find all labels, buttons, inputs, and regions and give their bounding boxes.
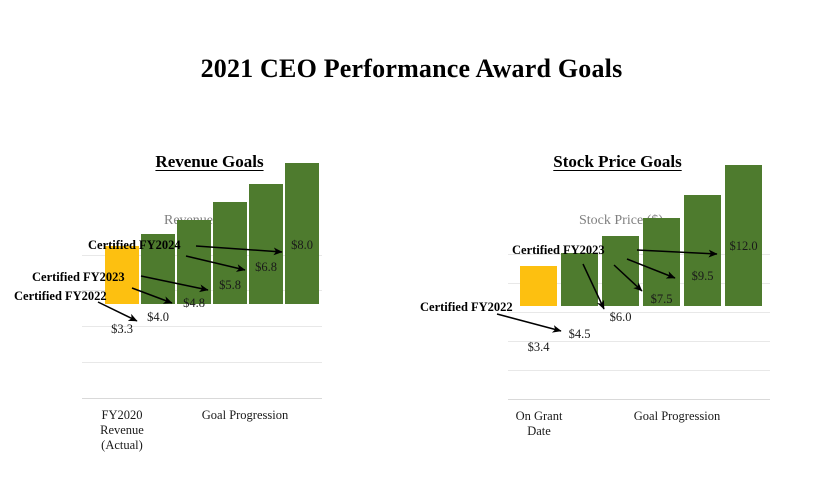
annotation-label-certified-fy2024: Certified FY2024 [88,238,181,252]
axis-baseline [82,398,322,399]
gridline [82,326,322,327]
page-title: 2021 CEO Performance Award Goals [200,54,623,83]
annotation-label-certified-fy2022: Certified FY2022 [14,289,107,303]
bar-stock-5 [684,195,721,306]
bar-value-revenue-5: $6.8 [255,260,277,274]
bar-value-revenue-3: $4.8 [183,296,205,310]
bar-revenue-5 [249,184,283,304]
bar-value-stock-6: $12.0 [729,239,758,253]
bar-value-stock-4: $7.5 [650,292,673,306]
category-label-fy2020-revenue-actual: FY2020 Revenue (Actual) [100,408,144,452]
panel-title-revenue: Revenue Goals [155,152,264,171]
bar-revenue-6 [285,163,319,304]
bar-value-stock-3: $6.0 [609,310,632,324]
bar-value-stock-2: $4.5 [568,327,591,341]
bar-value-revenue-1: $3.3 [111,322,133,336]
gridline [508,370,770,371]
gridline [82,362,322,363]
bar-value-stock-5: $9.5 [691,269,714,283]
annotation-label-certified-fy2022: Certified FY2022 [420,300,513,314]
bar-stock-2 [561,253,598,306]
axis-baseline [508,399,770,400]
gridline [508,341,770,342]
category-label-on-grant-date: On Grant Date [515,409,563,438]
bar-value-stock-1: $3.4 [527,340,550,354]
bar-stock-1 [520,266,557,306]
plot-area-revenue [0,0,411,398]
annotation-label-certified-fy2023: Certified FY2023 [512,243,605,257]
category-label-goal-progression: Goal Progression [633,409,721,423]
panel-title-stock: Stock Price Goals [553,152,682,171]
plot-area-stock [412,0,823,399]
bar-revenue-3 [177,220,211,304]
category-label-goal-progression: Goal Progression [201,408,289,422]
axis-title-stock: Stock Price ($) [579,213,663,228]
bar-stock-3 [602,236,639,306]
annotation-label-certified-fy2023: Certified FY2023 [32,270,125,284]
panel-stock-price-goals: Stock Price Goals Stock Price ($) $3.4 $… [412,0,823,492]
bar-value-revenue-2: $4.0 [147,310,169,324]
bar-revenue-4 [213,202,247,304]
panel-revenue-goals: Revenue Goals Revenue ($B) $3.3 $4.0 $4.… [0,0,411,492]
bar-value-revenue-6: $8.0 [291,238,313,252]
gridline [508,312,770,313]
bar-stock-6 [725,165,762,306]
bar-value-revenue-4: $5.8 [219,278,241,292]
